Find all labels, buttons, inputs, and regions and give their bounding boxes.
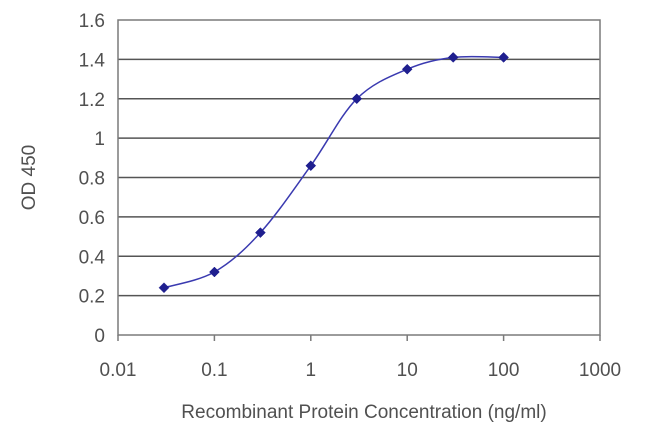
y-tick-label: 0	[94, 326, 105, 347]
x-axis-ticks	[117, 335, 601, 341]
x-tick-label: 10	[397, 360, 418, 381]
data-points	[158, 52, 509, 294]
x-tick-label: 0.01	[100, 360, 137, 381]
x-tick-label: 1000	[579, 360, 621, 381]
y-tick-label: 0.2	[79, 287, 105, 308]
y-axis-tick-labels: 0 0.2 0.4 0.6 0.8 1 1.2 1.4 1.6	[79, 11, 106, 347]
x-tick-label: 0.1	[201, 360, 227, 381]
x-tick-label: 100	[488, 360, 520, 381]
y-tick-label: 1.2	[79, 90, 105, 111]
grid-lines	[118, 58, 600, 297]
y-tick-label: 1	[94, 129, 105, 150]
data-point-marker	[351, 93, 363, 105]
x-axis-tick-labels: 0.01 0.1 1 10 100 1000	[100, 360, 622, 381]
y-tick-label: 0.8	[79, 169, 105, 190]
y-tick-label: 1.4	[79, 50, 106, 71]
plot-area-frame	[117, 19, 601, 336]
series-curve	[163, 55, 504, 289]
x-axis-title: Recombinant Protein Concentration (ng/ml…	[181, 402, 546, 423]
data-point-marker	[305, 160, 317, 172]
y-tick-label: 0.4	[79, 247, 106, 268]
data-point-marker	[158, 282, 170, 294]
y-tick-label: 1.6	[79, 11, 105, 32]
data-point-marker	[498, 52, 509, 63]
y-axis-title: OD 450	[19, 145, 40, 210]
y-tick-label: 0.6	[79, 208, 105, 229]
data-point-marker	[447, 52, 459, 63]
data-point-marker	[209, 266, 220, 278]
x-tick-label: 1	[306, 360, 317, 381]
data-point-marker	[255, 227, 266, 238]
data-point-marker	[401, 63, 413, 75]
